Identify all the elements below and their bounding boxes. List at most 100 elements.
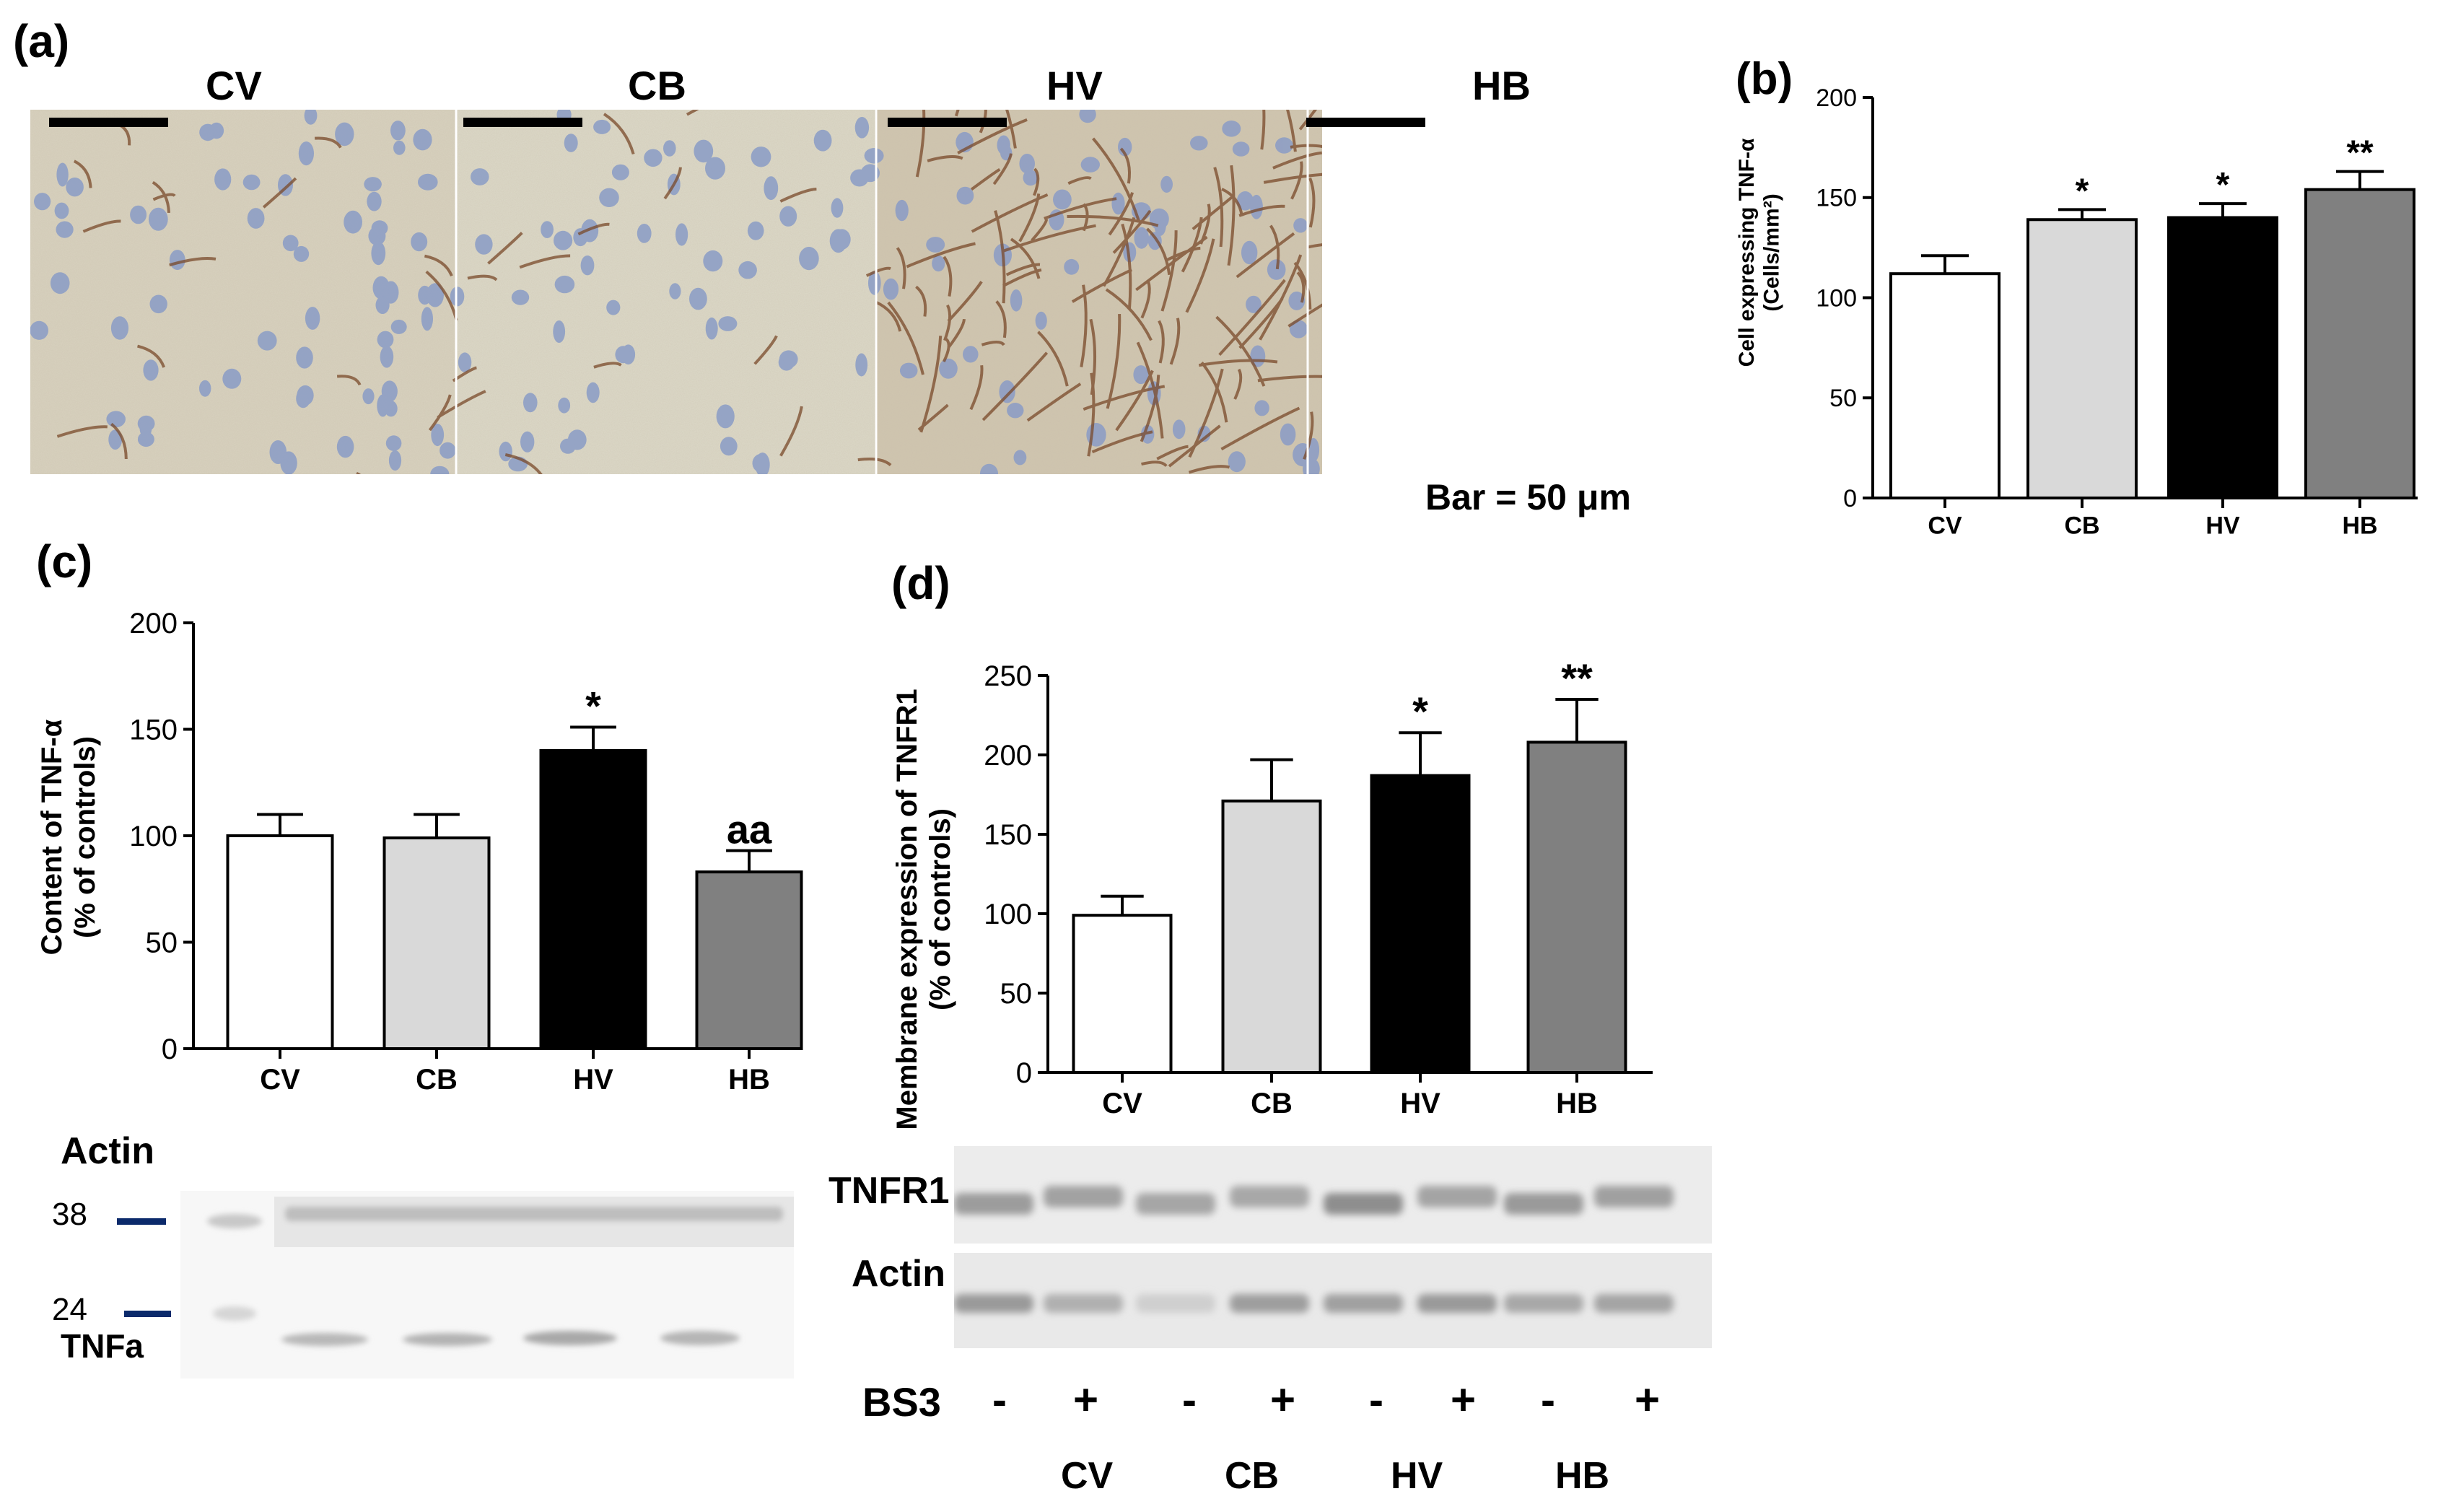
cell-nucleus [738, 261, 757, 279]
cell-nucleus [581, 219, 599, 242]
cell-nucleus [720, 437, 738, 456]
stained-process [1290, 161, 1303, 200]
cell-nucleus [799, 247, 819, 271]
cell-nucleus [1035, 311, 1047, 330]
cell-nucleus [1160, 175, 1173, 193]
bs3-sign: + [1635, 1376, 1661, 1424]
cell-nucleus [418, 173, 438, 191]
cell-nucleus [558, 397, 571, 414]
blot-d-group-hv: HV [1391, 1455, 1443, 1497]
cell-nucleus [1280, 423, 1296, 446]
stained-process [73, 159, 92, 188]
stained-process [857, 457, 892, 467]
cell-nucleus [388, 450, 402, 471]
y-tick-label: 0 [1016, 1057, 1032, 1089]
cell-nucleus [1118, 137, 1132, 157]
cell-nucleus [335, 122, 354, 147]
cell-nucleus [593, 119, 611, 134]
panel-a-label: (a) [13, 15, 70, 67]
cell-nucleus [675, 223, 688, 246]
stained-process [919, 336, 943, 433]
x-tick-label: CB [1251, 1088, 1293, 1119]
stained-process [957, 118, 1028, 154]
cell-nucleus [553, 320, 566, 343]
blot-d-tnfr1-label: TNFR1 [828, 1170, 950, 1212]
cell-nucleus [831, 198, 844, 218]
x-tick-label: CV [1102, 1088, 1142, 1119]
cell-nucleus [1172, 419, 1186, 440]
stained-process [314, 136, 342, 149]
y-tick-label: 50 [1000, 978, 1033, 1010]
cell-nucleus [1246, 295, 1262, 313]
cell-nucleus [868, 271, 881, 295]
cell-nucleus [939, 358, 958, 379]
cell-nucleus [293, 245, 310, 262]
cell-nucleus [296, 389, 310, 408]
cell-nucleus [390, 319, 407, 334]
stained-process [1112, 209, 1152, 254]
y-tick-label: 0 [1843, 485, 1857, 512]
cell-nucleus [1301, 445, 1317, 467]
cell-nucleus [1013, 450, 1027, 466]
bs3-sign: + [1451, 1376, 1477, 1424]
stained-process [1198, 359, 1278, 367]
cell-nucleus [663, 140, 676, 157]
cell-nucleus [1232, 141, 1250, 157]
cell-nucleus [149, 294, 167, 314]
stained-process [1105, 288, 1153, 341]
stained-process [467, 274, 498, 281]
stained-process [1106, 314, 1121, 409]
blot-d-group-hb: HB [1555, 1455, 1610, 1497]
y-axis-unit: (% of controls) [69, 736, 101, 938]
cell-nucleus [611, 164, 629, 180]
blot-c-marker-38-tick [117, 1218, 166, 1225]
stained-process [1269, 224, 1280, 270]
stained-process [1005, 263, 1041, 276]
tnfr1-band [1594, 1186, 1674, 1207]
cell-nucleus [855, 353, 868, 377]
cell-nucleus [30, 320, 48, 340]
cell-nucleus [390, 121, 406, 141]
cell-nucleus [108, 429, 123, 450]
stained-process [519, 254, 571, 269]
y-tick-label: 50 [1829, 385, 1857, 412]
cell-nucleus [50, 272, 70, 294]
cell-nucleus [458, 352, 472, 372]
bar-cv [226, 834, 334, 1050]
y-axis-unit: (% of controls) [924, 808, 956, 1010]
stained-process [262, 177, 297, 209]
y-tick-label: 250 [984, 660, 1032, 692]
cell-nucleus [298, 141, 314, 166]
cell-nucleus [282, 235, 299, 252]
y-axis-title: Cell expressing TNF-α [1735, 138, 1759, 367]
stained-process [487, 232, 523, 265]
stained-process [1121, 223, 1132, 309]
stained-process [1010, 237, 1041, 279]
blot-c-actin-band [285, 1207, 783, 1221]
scale-bar-cv [49, 118, 168, 127]
y-tick-label: 200 [129, 608, 178, 639]
cell-nucleus [56, 221, 74, 238]
stained-process [1296, 271, 1306, 303]
stained-process [1227, 165, 1236, 266]
stained-process [1119, 147, 1131, 184]
chart-c: (c) 0 50 100 150 200 CV CB HV * HB aa Content of TNF… [36, 536, 803, 1096]
stained-process [896, 247, 906, 289]
y-axis-unit: (Cells/mm²) [1760, 193, 1784, 311]
cell-nucleus [883, 278, 899, 300]
stained-process [1185, 238, 1215, 313]
cell-nucleus [1236, 191, 1254, 211]
cell-nucleus [751, 147, 771, 167]
stained-process [992, 153, 1013, 185]
stained-process [336, 375, 362, 386]
bar-cb [1221, 799, 1322, 1075]
micrograph-title-cb: CB [628, 63, 686, 108]
cell-nucleus [1250, 194, 1263, 219]
stained-process [943, 338, 950, 362]
bs3-sign: + [1073, 1376, 1099, 1424]
scale-bar-cb [463, 118, 582, 127]
cell-nucleus [779, 206, 797, 227]
cell-nucleus [1275, 137, 1293, 154]
cell-nucleus [431, 424, 445, 447]
stained-process [1188, 465, 1230, 474]
